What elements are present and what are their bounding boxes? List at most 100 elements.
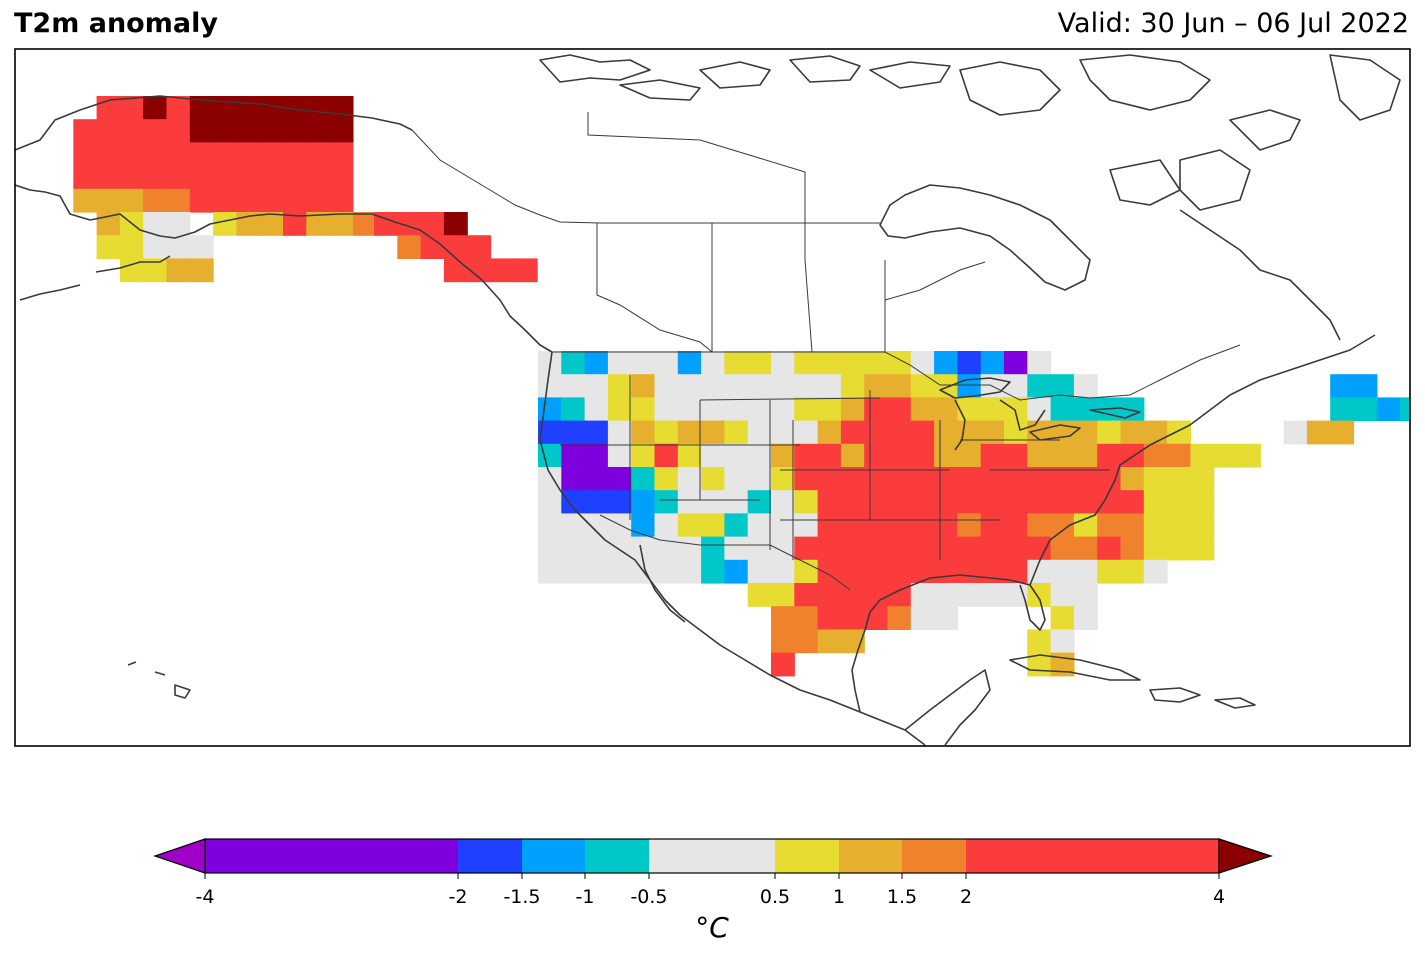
anomaly-cell xyxy=(794,583,819,607)
anomaly-cell xyxy=(538,536,562,561)
anomaly-cell xyxy=(96,119,121,143)
colorbar-tick-label: 1 xyxy=(833,886,845,908)
anomaly-cell xyxy=(1353,374,1378,398)
anomaly-cell xyxy=(306,119,331,143)
anomaly-cell xyxy=(584,443,609,468)
anomaly-cell xyxy=(980,467,1005,491)
colorbar-tick-label: 2 xyxy=(960,886,972,908)
anomaly-cell xyxy=(887,443,912,468)
anomaly-cell xyxy=(329,188,354,213)
anomaly-cell xyxy=(1073,559,1098,584)
anomaly-cell xyxy=(747,351,772,375)
anomaly-cell xyxy=(794,420,819,445)
anomaly-cell xyxy=(887,583,912,607)
anomaly-cell xyxy=(1004,559,1028,584)
anomaly-cell xyxy=(957,443,982,468)
anomaly-cell xyxy=(794,467,819,491)
anomaly-cell xyxy=(747,374,772,398)
anomaly-cell xyxy=(654,490,679,514)
anomaly-cell xyxy=(1050,536,1075,561)
anomaly-cell xyxy=(840,443,865,468)
anomaly-cell xyxy=(794,536,819,561)
anomaly-cell xyxy=(794,490,819,514)
anomaly-cell xyxy=(1050,397,1075,422)
anomaly-cell xyxy=(1050,490,1075,514)
anomaly-cell xyxy=(934,583,958,607)
anomaly-cell xyxy=(236,188,261,213)
anomaly-cell xyxy=(143,258,168,283)
anomaly-cell xyxy=(306,165,331,190)
anomaly-cell xyxy=(957,490,982,514)
anomaly-cell xyxy=(910,583,935,607)
anomaly-cell xyxy=(817,467,842,491)
anomaly-cell xyxy=(980,420,1005,445)
colorbar-outline xyxy=(204,838,1220,874)
anomaly-cell xyxy=(1027,374,1052,398)
anomaly-cell xyxy=(1004,536,1028,561)
anomaly-cell xyxy=(980,583,1005,607)
anomaly-cell xyxy=(283,142,307,167)
anomaly-cell xyxy=(887,420,912,445)
anomaly-cell xyxy=(1027,490,1052,514)
anomaly-cell xyxy=(1167,536,1191,561)
map-frame xyxy=(14,48,1411,747)
anomaly-cell xyxy=(747,397,772,422)
anomaly-cell xyxy=(817,443,842,468)
colorbar-bin xyxy=(205,839,458,873)
anomaly-cell xyxy=(771,420,795,445)
anomaly-cell xyxy=(1097,467,1122,491)
anomaly-cell xyxy=(584,490,609,514)
colorbar-bins xyxy=(205,839,1219,873)
anomaly-cell xyxy=(1120,559,1145,584)
anomaly-cell xyxy=(283,188,307,213)
anomaly-cell xyxy=(701,374,725,398)
anomaly-cell xyxy=(143,235,168,259)
anomaly-cell xyxy=(631,351,656,375)
anomaly-cell xyxy=(189,165,214,190)
anomaly-cell xyxy=(1073,443,1098,468)
anomaly-cell xyxy=(864,583,889,607)
anomaly-cell xyxy=(1306,420,1331,445)
anomaly-cell xyxy=(513,258,538,283)
anomaly-cell xyxy=(817,559,842,584)
anomaly-cell xyxy=(817,420,842,445)
anomaly-cell xyxy=(397,235,422,259)
anomaly-cell xyxy=(957,583,982,607)
anomaly-cell xyxy=(1376,397,1401,422)
anomaly-cell xyxy=(701,351,725,375)
anomaly-cell xyxy=(1004,513,1028,538)
colorbar-tick-label: -1 xyxy=(576,886,595,908)
anomaly-cell xyxy=(654,374,679,398)
anomaly-cell xyxy=(213,142,237,167)
anomaly-cell xyxy=(143,142,168,167)
anomaly-cell xyxy=(420,212,445,236)
anomaly-cell xyxy=(607,490,632,514)
anomaly-cell xyxy=(561,559,586,584)
anomaly-cell xyxy=(1073,606,1098,630)
anomaly-cell xyxy=(654,443,679,468)
anomaly-cell xyxy=(794,606,819,630)
anomaly-cell xyxy=(1050,559,1075,584)
anomaly-cell xyxy=(1050,606,1075,630)
anomaly-cell xyxy=(1097,513,1122,538)
anomaly-cell xyxy=(561,374,586,398)
anomaly-cell xyxy=(73,142,98,167)
anomaly-cell xyxy=(397,212,422,236)
anomaly-cell xyxy=(283,212,307,236)
colorbar-tick-label: -2 xyxy=(449,886,468,908)
anomaly-cell xyxy=(607,374,632,398)
anomaly-cell xyxy=(840,513,865,538)
anomaly-cell xyxy=(1120,443,1145,468)
anomaly-cell xyxy=(1050,443,1075,468)
anomaly-cell xyxy=(1097,490,1122,514)
anomaly-cell xyxy=(817,606,842,630)
anomaly-cell xyxy=(817,397,842,422)
anomaly-cell xyxy=(701,467,725,491)
anomaly-cell xyxy=(607,467,632,491)
anomaly-cell xyxy=(631,536,656,561)
anomaly-cell xyxy=(887,490,912,514)
anomaly-cell xyxy=(910,397,935,422)
anomaly-cell xyxy=(840,397,865,422)
anomaly-cell xyxy=(1353,397,1378,422)
